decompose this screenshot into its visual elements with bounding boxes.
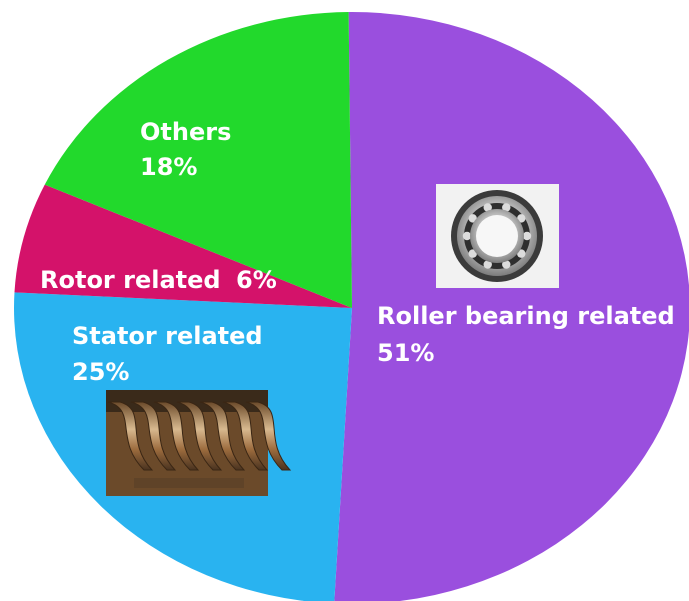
label-others-value: 18% xyxy=(140,153,197,181)
slice-others xyxy=(44,12,353,308)
label-bearing-name: Roller bearing related xyxy=(377,302,675,330)
bearing-ball xyxy=(522,231,532,241)
stator-coil xyxy=(176,401,223,471)
bearing-ball xyxy=(468,249,477,258)
bearing-ball xyxy=(502,260,511,269)
bearing-ball xyxy=(468,214,477,223)
bearing-ball xyxy=(517,214,526,223)
stator-coil xyxy=(130,401,177,471)
stator-coil xyxy=(107,401,154,471)
label-rotor-value: 6% xyxy=(236,266,277,294)
bearing-photo xyxy=(436,184,559,288)
label-bearing-value: 51% xyxy=(377,339,434,367)
slice-roller-bearing xyxy=(334,12,689,601)
label-stator-value: 25% xyxy=(72,358,129,386)
bearing-ball xyxy=(502,203,511,212)
bearing-ball xyxy=(483,260,492,269)
label-others-name: Others xyxy=(140,118,231,146)
stator-coil xyxy=(222,401,269,471)
label-rotor-name: Rotor related xyxy=(40,266,221,294)
bearing-balls xyxy=(462,203,532,269)
stator-coil xyxy=(245,401,292,471)
bearing-ball xyxy=(483,203,492,212)
bearing-ball xyxy=(517,249,526,258)
bearing-ball xyxy=(462,231,472,241)
stator-coils xyxy=(107,401,292,471)
stator-coil xyxy=(199,401,246,471)
slice-rotor xyxy=(14,184,352,308)
label-stator-name: Stator related xyxy=(72,322,263,350)
stator-photo xyxy=(106,390,292,496)
slice-labels: Others 18% Rotor related 6% Stator relat… xyxy=(40,118,675,386)
stator-coil xyxy=(153,401,200,471)
